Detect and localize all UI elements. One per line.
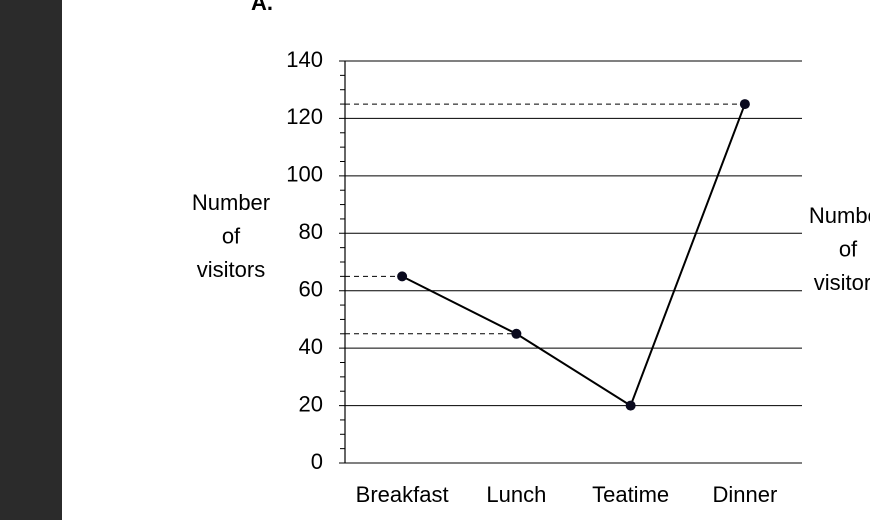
data-point <box>739 99 750 110</box>
y-tick-label: 120 <box>286 104 323 129</box>
y-tick-label: 100 <box>286 162 323 187</box>
y-tick-label: 140 <box>286 47 323 72</box>
data-point <box>511 328 522 339</box>
x-tick-label: Lunch <box>486 482 546 507</box>
x-tick-label: Dinner <box>712 482 777 507</box>
sidebar <box>0 0 62 520</box>
x-tick-label: Teatime <box>592 482 669 507</box>
y-tick-label: 0 <box>311 449 323 474</box>
y-tick-label: 20 <box>299 391 323 416</box>
data-point <box>397 271 408 282</box>
y-tick-label: 40 <box>299 334 323 359</box>
data-line <box>401 103 746 408</box>
panel-label: A. <box>251 0 273 15</box>
y-tick-label: 60 <box>299 277 323 302</box>
x-tick-label: Breakfast <box>356 482 449 507</box>
data-point <box>625 400 636 411</box>
y-tick-label: 80 <box>299 219 323 244</box>
